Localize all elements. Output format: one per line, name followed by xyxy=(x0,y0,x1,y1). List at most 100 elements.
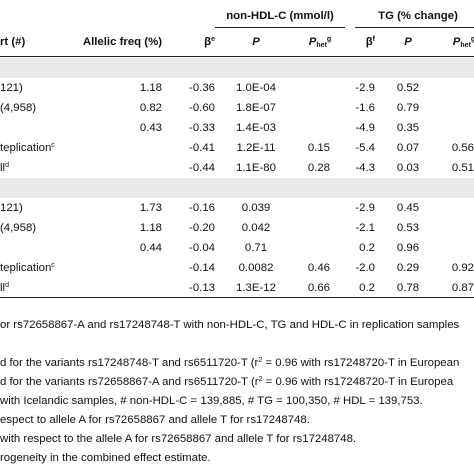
table-row: 121) 1.73 -0.16 0.039 -2.9 0.45 xyxy=(0,198,474,218)
cell-allelic-freq xyxy=(70,278,162,298)
cell-allelic-freq: 0.44 xyxy=(139,242,162,254)
cell-beta-tg: -2.0 xyxy=(355,262,375,274)
cell-p-nonhdl: 1.4E-03 xyxy=(236,122,276,134)
cell-phet-nonhdl xyxy=(290,98,330,118)
cell-p-nonhdl xyxy=(226,178,286,198)
cell-beta-nonhdl: -0.14 xyxy=(189,262,215,274)
cell-beta-nonhdl xyxy=(180,178,215,198)
group-underline-nonhdl xyxy=(215,27,345,28)
table-section-row xyxy=(0,58,474,78)
group-underline-tg xyxy=(355,27,474,28)
cell-cohort xyxy=(0,118,70,138)
cell-beta-nonhdl: -0.16 xyxy=(189,202,215,214)
footnote-g: rogeneity in the combined effect estimat… xyxy=(0,452,211,464)
cell-phet-tg xyxy=(440,58,474,78)
cell-p-tg xyxy=(388,58,428,78)
cell-p-tg: 0.53 xyxy=(396,222,420,234)
cell-phet-tg: 0.92 xyxy=(451,262,474,274)
cell-p-nonhdl xyxy=(226,58,286,78)
cell-p-nonhdl: 0.0082 xyxy=(238,262,274,274)
cell-p-tg: 0.29 xyxy=(396,262,420,274)
cell-p-tg: 0.52 xyxy=(396,82,420,94)
cell-p-tg: 0.78 xyxy=(396,282,420,294)
table-row: 121) 1.18 -0.36 1.0E-04 -2.9 0.52 xyxy=(0,78,474,98)
cell-p-nonhdl: 1.0E-04 xyxy=(236,82,276,94)
cell-allelic-freq: 0.43 xyxy=(139,122,162,134)
cell-beta-nonhdl: -0.60 xyxy=(189,102,215,114)
cell-p-nonhdl: 1.3E-12 xyxy=(236,282,276,294)
cell-allelic-freq xyxy=(70,258,162,278)
cell-cohort: lld xyxy=(0,282,9,294)
cell-phet-tg xyxy=(440,198,474,218)
table-section-row xyxy=(0,178,474,198)
cell-phet-nonhdl xyxy=(290,178,330,198)
cell-beta-nonhdl: -0.41 xyxy=(189,142,215,154)
table-row: 0.44 -0.04 0.71 0.2 0.96 xyxy=(0,238,474,258)
table-bottom-rule xyxy=(0,297,474,298)
cell-beta-tg: -2.9 xyxy=(355,82,375,94)
cell-beta-nonhdl: -0.20 xyxy=(189,222,215,234)
cell-phet-nonhdl: 0.15 xyxy=(307,142,330,154)
cell-cohort: teplicationc xyxy=(0,262,55,274)
col-beta-tg: βf xyxy=(365,36,375,48)
col-phet-nonhdl: Phetg xyxy=(308,36,332,49)
cell-beta-nonhdl: -0.33 xyxy=(189,122,215,134)
cell-phet-tg xyxy=(440,78,474,98)
cell-cohort xyxy=(0,178,70,198)
cell-allelic-freq xyxy=(70,178,162,198)
cell-p-tg: 0.79 xyxy=(396,102,420,114)
group-header-nonhdl: non-HDL-C (mmol/l) xyxy=(226,10,334,22)
column-header-row: rt (#) Allelic freq (%) βe P Phetg βf P … xyxy=(0,32,474,52)
cell-p-tg: 0.07 xyxy=(396,142,420,154)
col-p-tg: P xyxy=(404,36,412,48)
footnote-e: espect to allele A for rs72658867 and al… xyxy=(0,414,310,426)
cell-phet-nonhdl xyxy=(290,78,330,98)
table-row: lld -0.13 1.3E-12 0.66 0.2 0.78 0.87 xyxy=(0,278,474,298)
cell-phet-tg: 0.51 xyxy=(451,162,474,174)
cell-phet-nonhdl xyxy=(290,118,330,138)
cell-beta-nonhdl: -0.44 xyxy=(189,162,215,174)
cell-phet-tg xyxy=(440,98,474,118)
table-row: teplicationc -0.14 0.0082 0.46 -2.0 0.29 0.92 xyxy=(0,258,474,278)
table-row: teplicationc -0.41 1.2E-11 0.15 -5.4 0.07 0.56 xyxy=(0,138,474,158)
footnote-b: d for the variants rs17248748-T and rs65… xyxy=(0,357,460,369)
cell-phet-tg xyxy=(440,238,474,258)
cell-beta-tg: -4.3 xyxy=(355,162,375,174)
table-row: lld -0.44 1.1E-80 0.28 -4.3 0.03 0.51 xyxy=(0,158,474,178)
cell-beta-nonhdl: -0.36 xyxy=(189,82,215,94)
cell-beta-nonhdl: -0.04 xyxy=(189,242,215,254)
cell-phet-nonhdl xyxy=(290,218,330,238)
cell-phet-nonhdl xyxy=(290,58,330,78)
table-row: (4,958) 1.18 -0.20 0.042 -2.1 0.53 xyxy=(0,218,474,238)
cell-phet-nonhdl xyxy=(290,238,330,258)
cell-allelic-freq xyxy=(70,58,162,78)
cell-phet-tg: 0.87 xyxy=(451,282,474,294)
cell-beta-tg: -5.4 xyxy=(355,142,375,154)
cell-p-tg: 0.45 xyxy=(396,202,420,214)
cell-phet-nonhdl: 0.28 xyxy=(307,162,330,174)
cell-p-tg: 0.35 xyxy=(396,122,420,134)
cell-p-nonhdl: 0.039 xyxy=(241,202,271,214)
col-p-nonhdl: P xyxy=(252,36,260,48)
cell-beta-tg: -2.1 xyxy=(355,222,375,234)
cell-p-tg: 0.03 xyxy=(396,162,420,174)
cell-cohort: (4,958) xyxy=(0,222,37,234)
group-header-tg: TG (% change) xyxy=(378,10,458,22)
cell-phet-nonhdl: 0.46 xyxy=(307,262,330,274)
cell-cohort: (4,958) xyxy=(0,102,37,114)
cell-phet-nonhdl: 0.66 xyxy=(307,282,330,294)
footnote-d: with Icelandic samples, # non-HDL-C = 13… xyxy=(0,395,423,407)
cell-cohort: teplicationc xyxy=(0,142,55,154)
footnote-title: or rs72658867-A and rs17248748-T with no… xyxy=(0,319,460,331)
footnote-c: d for the variants rs72658867-A and rs65… xyxy=(0,376,454,388)
cell-beta-tg xyxy=(350,178,375,198)
table-row: 0.43 -0.33 1.4E-03 -4.9 0.35 xyxy=(0,118,474,138)
cell-p-tg xyxy=(388,178,428,198)
cell-p-nonhdl: 0.042 xyxy=(241,222,271,234)
cell-phet-tg: 0.56 xyxy=(451,142,474,154)
cell-p-tg: 0.96 xyxy=(396,242,420,254)
cell-cohort: 121) xyxy=(0,202,23,214)
cell-beta-tg xyxy=(350,58,375,78)
cell-beta-tg: 0.2 xyxy=(359,242,375,254)
cell-p-nonhdl: 0.71 xyxy=(244,242,268,254)
